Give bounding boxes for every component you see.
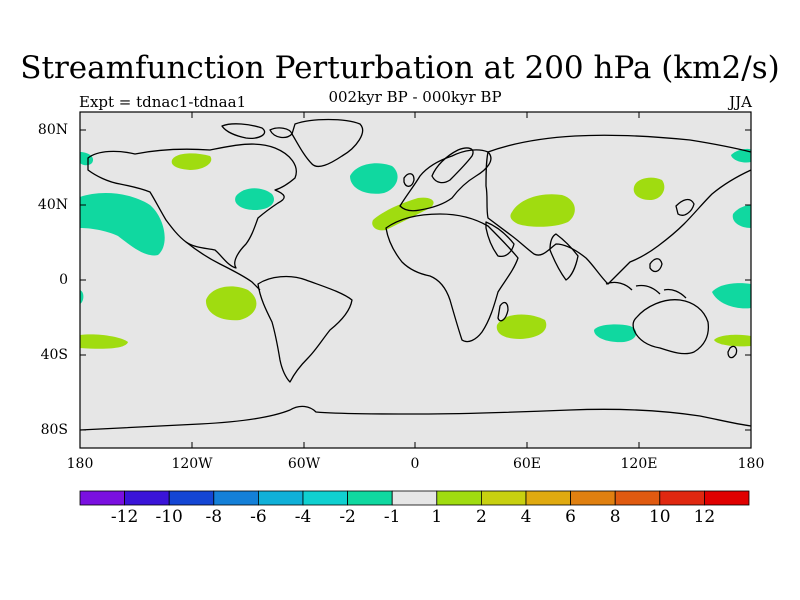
colorbar-label: -12 (110, 507, 139, 527)
colorbar-label: -4 (294, 507, 312, 527)
contour-pos-south-africa (496, 314, 547, 339)
contour-neg-canada-east (235, 188, 275, 210)
lon-label: 120E (620, 456, 658, 472)
colorbar-box (79, 490, 125, 506)
contour-neg-north-pacific-east (80, 193, 165, 256)
lon-label: 120W (171, 456, 213, 472)
coastline-new-zealand (727, 345, 738, 359)
coastlines (79, 118, 752, 431)
contour-pos-south-pacific-east (80, 334, 128, 349)
contour-pos-east-pacific-south (205, 286, 257, 321)
contour-neg-north-atlantic (350, 163, 398, 194)
colorbar-box (659, 490, 705, 506)
coastline-british-isles (403, 173, 415, 187)
contour-pos-hudson (171, 153, 212, 170)
colorbar-label: -8 (205, 507, 223, 527)
colorbar-label: 4 (520, 507, 532, 527)
lat-label: 80S (40, 422, 68, 438)
colorbar-box (436, 490, 482, 506)
colorbar-box (124, 490, 170, 506)
contour-neg-tropical-west-pacific (712, 283, 751, 309)
colorbar-label: 8 (609, 507, 621, 527)
colorbar-box (525, 490, 571, 506)
chart-title: Streamfunction Perturbation at 200 hPa (… (20, 50, 780, 86)
colorbar-box (302, 490, 348, 506)
coastline-south-america (257, 275, 353, 383)
lat-label: 40S (40, 347, 68, 363)
coastline-australia (632, 299, 710, 355)
coastline-india (549, 233, 579, 281)
colorbar-box (570, 490, 616, 506)
lon-label: 180 (737, 456, 765, 472)
lon-label: 60E (512, 456, 542, 472)
colorbar-box (391, 490, 438, 506)
experiment-label: Expt = tdnac1-tdnaa1 (79, 93, 247, 111)
colorbar (79, 490, 750, 506)
coastline-arctic-islands (221, 123, 293, 140)
coastline-maritime-continent (605, 258, 687, 299)
contour-neg-south-indian (594, 324, 637, 343)
coastline-europe (399, 149, 492, 212)
lon-label: 0 (410, 456, 420, 472)
colorbar-box (347, 490, 393, 506)
coastline-central-america (185, 241, 261, 291)
coastline-antarctica (79, 405, 752, 431)
colorbar-label: 1 (431, 507, 443, 527)
coastline-madagascar (497, 301, 509, 322)
axis-ticks (80, 112, 751, 448)
coastline-scandinavia (431, 147, 474, 184)
colorbar-label: -1 (383, 507, 401, 527)
coastline-greenland (291, 118, 364, 168)
colorbar-box (213, 490, 259, 506)
lon-label: 180 (66, 456, 94, 472)
colorbar-label: 6 (565, 507, 576, 527)
colorbar-label: -2 (339, 507, 356, 527)
contour-pos-central-asia (510, 194, 575, 227)
coastline-japan (675, 198, 695, 216)
lat-label: 0 (59, 272, 68, 288)
lat-label: 80N (37, 122, 68, 138)
colorbar-box (168, 490, 215, 506)
colorbar-box (704, 490, 750, 506)
colorbar-box (614, 490, 661, 506)
contour-neg-south-pacific-west (80, 290, 84, 304)
colorbar-box (480, 490, 527, 506)
lat-label: 40N (37, 197, 68, 213)
contour-pos-east-asia (633, 177, 665, 200)
coastline-asia (485, 134, 752, 285)
colorbar-label: 12 (693, 507, 716, 527)
contour-pos-mediterranean (372, 197, 434, 231)
coastline-north-america (87, 143, 297, 269)
coastline-arabia (485, 221, 515, 258)
colorbar-label: 10 (648, 507, 671, 527)
contour-neg-japan-east (732, 205, 751, 228)
chart-subtitle: 002kyr BP - 000kyr BP (328, 88, 502, 106)
contour-regions (80, 148, 751, 349)
season-label: JJA (729, 93, 752, 111)
colorbar-label: -10 (155, 507, 183, 527)
coastline-africa (385, 213, 519, 343)
colorbar-label: -6 (250, 507, 267, 527)
colorbar-box (257, 490, 304, 506)
colorbar-label: 2 (475, 507, 487, 527)
contour-neg-pacific-west-high (731, 148, 751, 163)
contour-neg-alaska (80, 152, 94, 166)
contour-pos-tasman (714, 334, 751, 347)
lon-label: 60W (287, 456, 321, 472)
